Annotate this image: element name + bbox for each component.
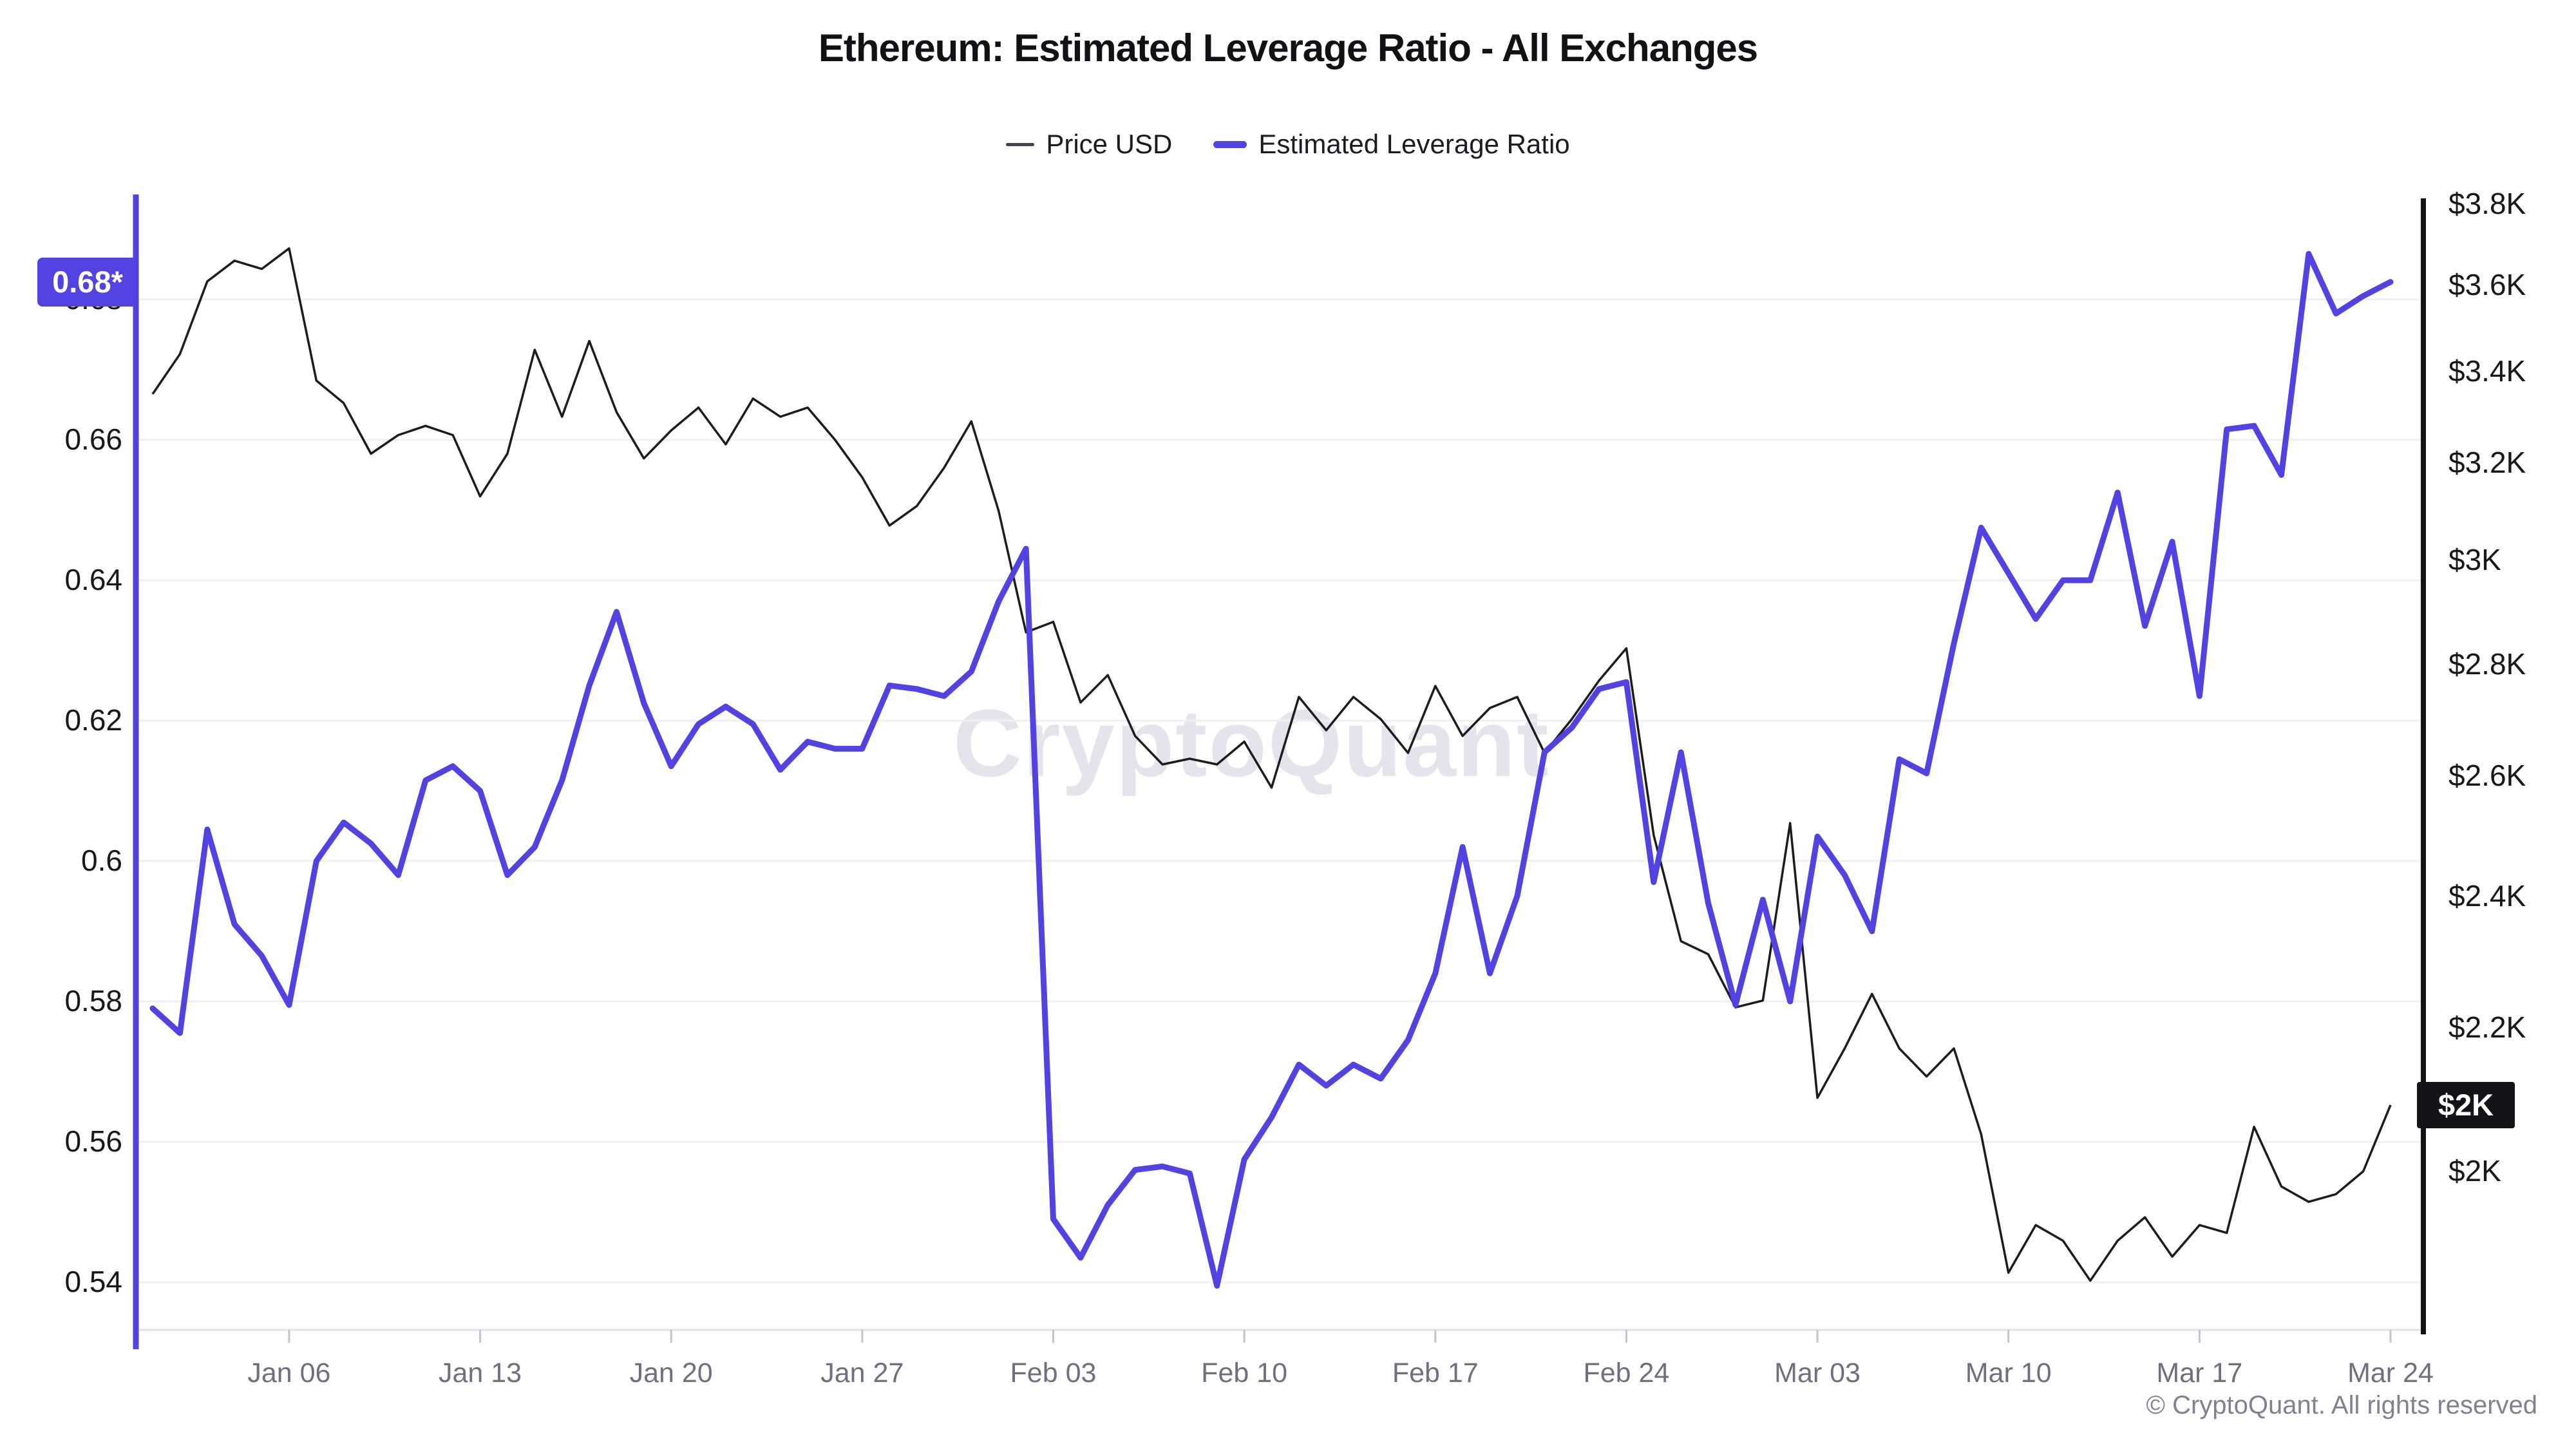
- x-axis-label: Mar 03: [1774, 1358, 1861, 1388]
- x-axis-label: Jan 06: [247, 1358, 331, 1388]
- legend-item-leverage[interactable]: Estimated Leverage Ratio: [1213, 129, 1570, 160]
- legend-item-price[interactable]: Price USD: [1006, 129, 1172, 160]
- copyright-footer: © CryptoQuant. All rights reserved: [2146, 1391, 2538, 1419]
- price-usd-line: [151, 247, 2392, 1282]
- y-axis-label-right: $2K: [2448, 1153, 2501, 1188]
- y-axis-label-left: 0.66: [64, 422, 122, 456]
- x-axis-label: Mar 10: [1965, 1358, 2052, 1388]
- y-axis-label-left: 0.64: [64, 563, 122, 596]
- y-axis-label-left: 0.54: [64, 1265, 122, 1298]
- legend: Price USD Estimated Leverage Ratio: [0, 129, 2576, 160]
- x-axis-label: Feb 24: [1583, 1358, 1670, 1388]
- x-axis-label: Feb 17: [1392, 1358, 1479, 1388]
- y-axis-label-right: $3.2K: [2448, 446, 2526, 480]
- y-axis-label-right: $3.8K: [2448, 186, 2526, 220]
- x-axis-label: Mar 17: [2156, 1358, 2243, 1388]
- x-axis-label: Feb 10: [1201, 1358, 1288, 1388]
- y-axis-label-right: $3.6K: [2448, 268, 2526, 302]
- chart-title: Ethereum: Estimated Leverage Ratio - All…: [818, 26, 1758, 70]
- x-axis-label: Jan 20: [629, 1358, 713, 1388]
- y-axis-label-right: $3.4K: [2448, 354, 2526, 388]
- leverage-line-swatch-icon: [1213, 140, 1247, 148]
- estimated-leverage-ratio-line: [149, 251, 2394, 1289]
- y-axis-label-left: 0.62: [64, 703, 122, 737]
- x-axis-label: Jan 27: [820, 1358, 904, 1388]
- price-current-value-badge: $2K: [2417, 1081, 2515, 1128]
- y-axis-label-right: $2.4K: [2448, 879, 2526, 913]
- leverage-current-value-badge: 0.68*: [37, 257, 138, 307]
- x-axis-label: Feb 03: [1010, 1358, 1097, 1388]
- legend-label-price: Price USD: [1046, 129, 1173, 159]
- y-axis-label-right: $2.6K: [2448, 758, 2526, 792]
- y-axis-label-right: $2.2K: [2448, 1010, 2526, 1044]
- price-line-swatch-icon: [1006, 142, 1035, 146]
- y-axis-label-left: 0.58: [64, 984, 122, 1018]
- cryptoquant-watermark: CryptoQuant: [953, 690, 1550, 797]
- y-axis-label-left: 0.56: [64, 1124, 122, 1158]
- y-axis-label-right: $3K: [2448, 543, 2501, 577]
- x-axis-label: Jan 13: [438, 1358, 522, 1388]
- y-axis-label-left: 0.6: [81, 844, 122, 877]
- x-axis-label: Mar 24: [2347, 1358, 2434, 1388]
- y-axis-label-right: $2.8K: [2448, 647, 2526, 681]
- legend-label-leverage: Estimated Leverage Ratio: [1258, 129, 1570, 159]
